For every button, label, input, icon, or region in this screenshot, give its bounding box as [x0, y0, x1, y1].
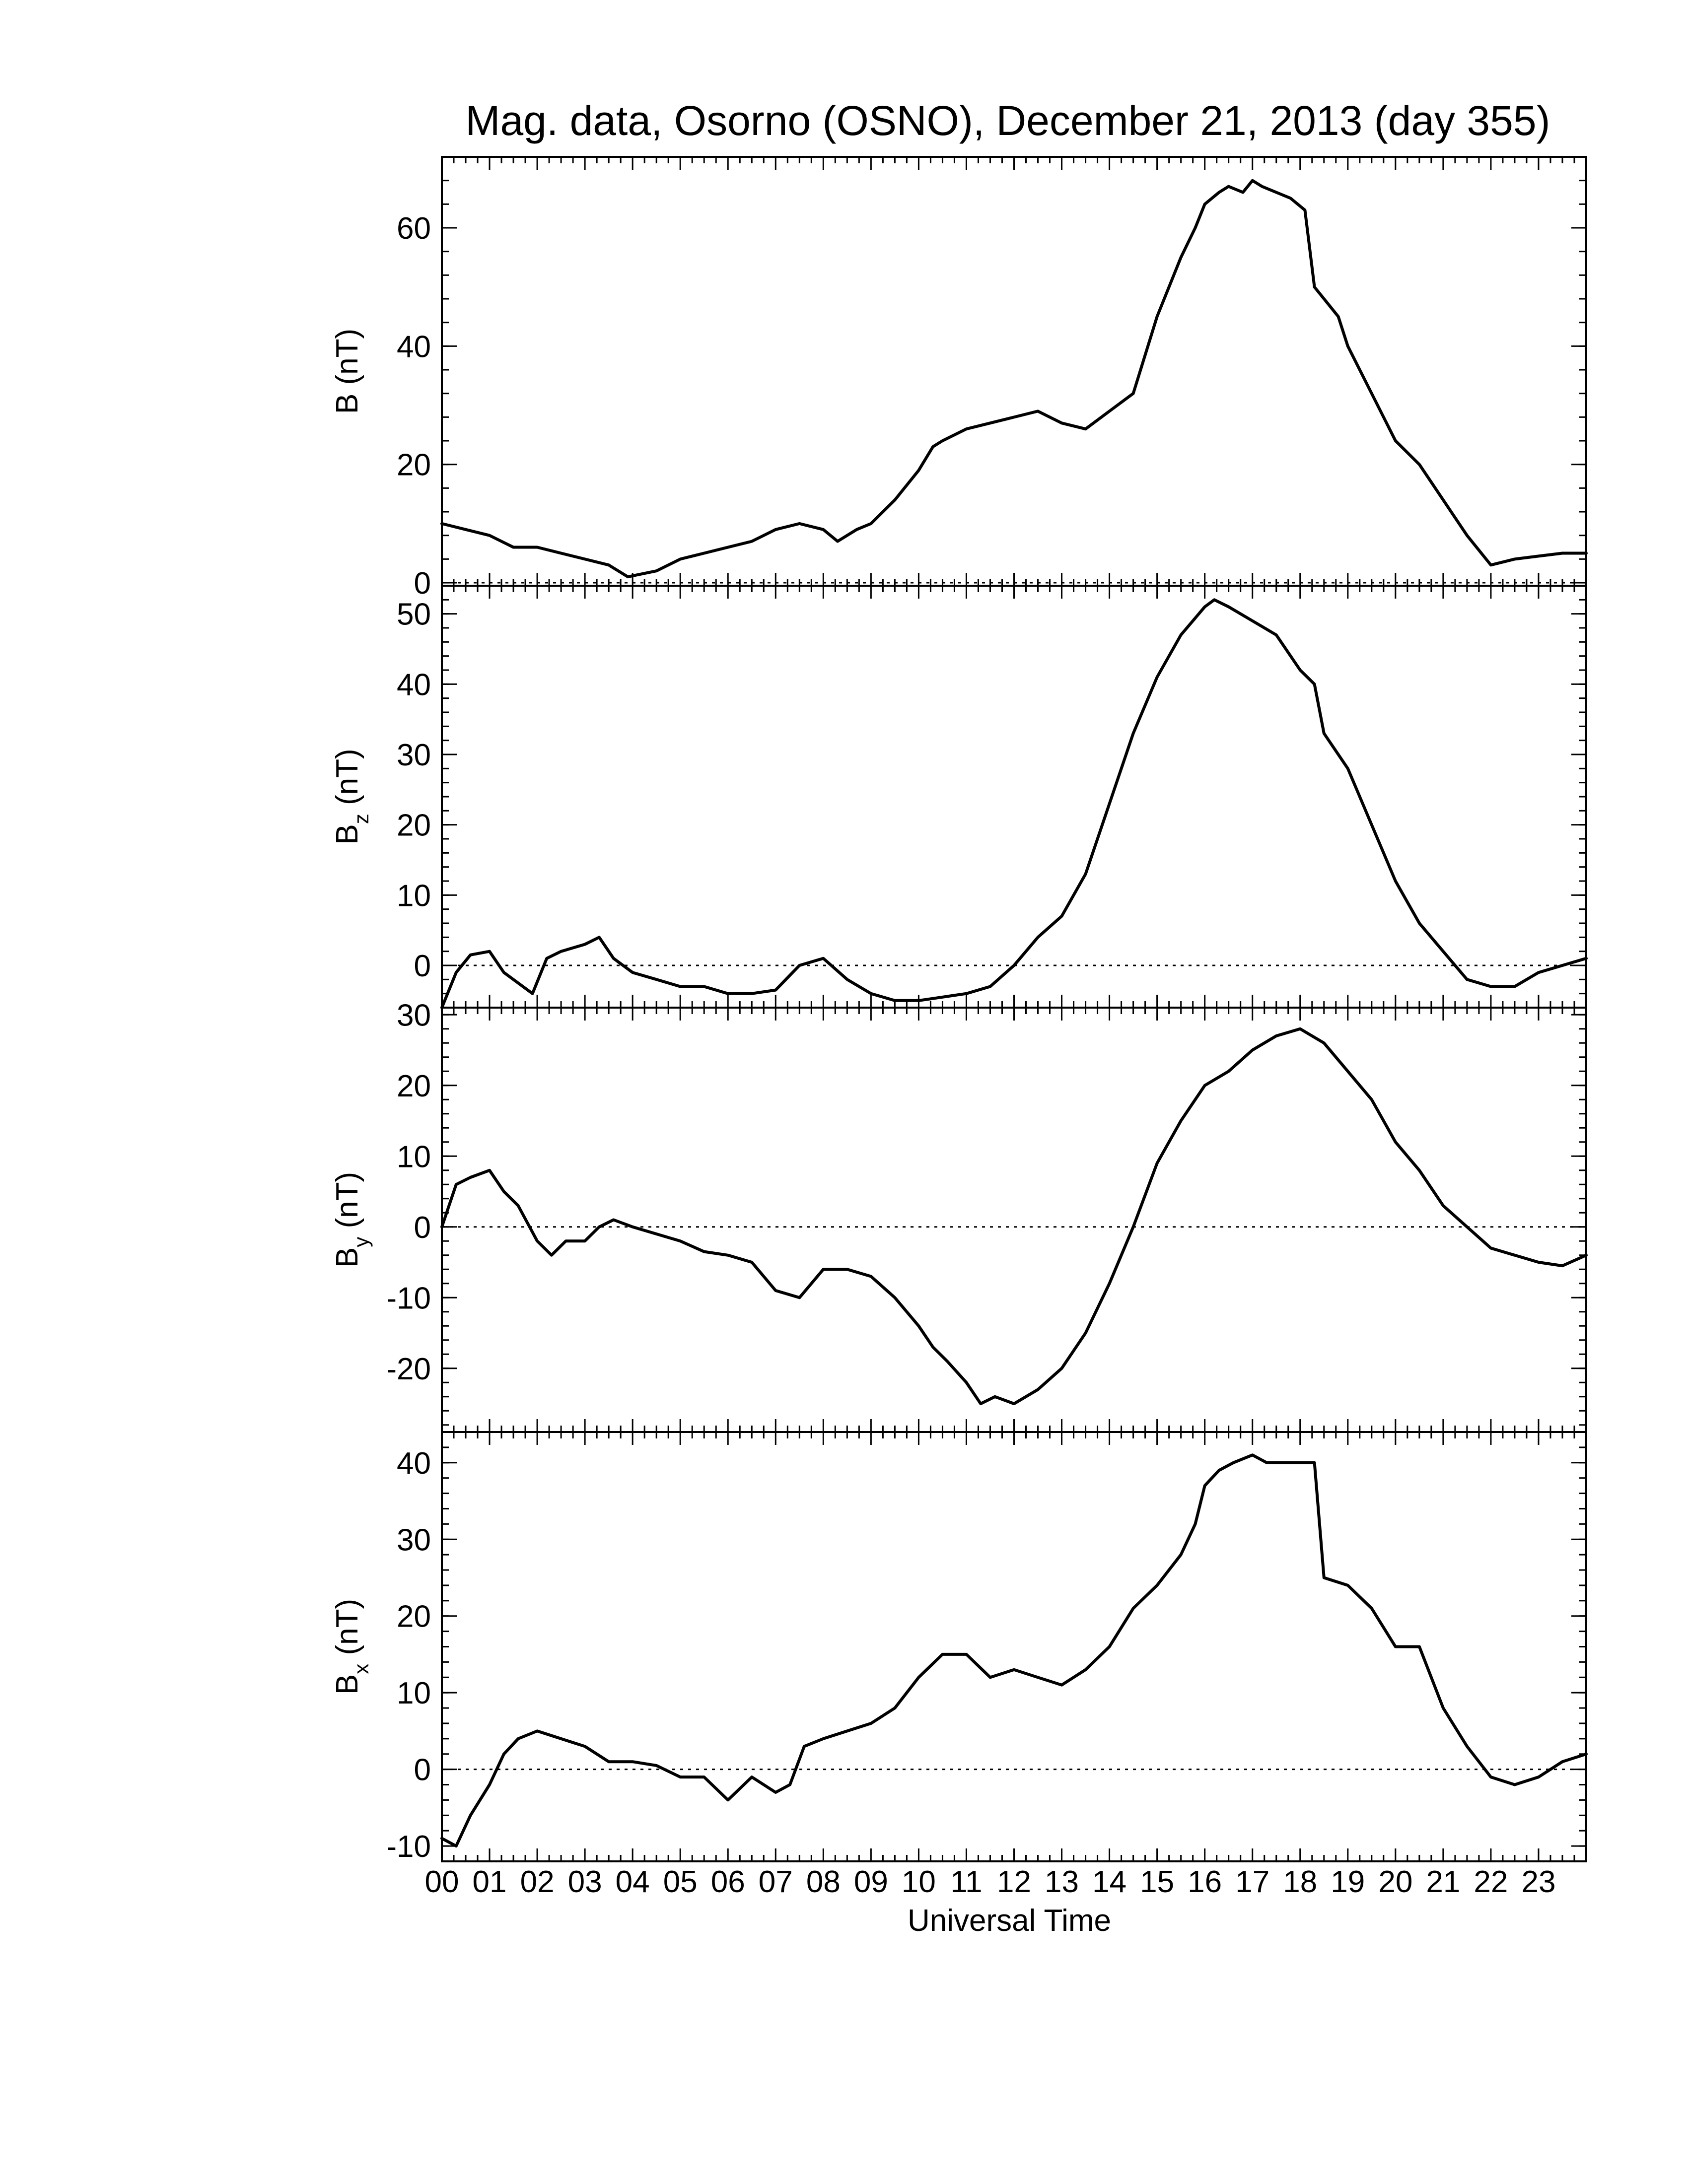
x-tick-label: 07	[759, 1865, 793, 1899]
x-tick-label: 09	[854, 1865, 888, 1899]
x-tick-label: 11	[950, 1865, 982, 1899]
y-tick-label: 10	[397, 1676, 431, 1710]
y-axis-label-main: B	[330, 1674, 364, 1695]
x-tick-label: 23	[1521, 1865, 1555, 1899]
x-tick-label: 13	[1045, 1865, 1079, 1899]
series-line-By	[440, 1027, 1588, 1405]
y-axis-label-B: B (nT)	[330, 329, 364, 414]
series-line-Bx	[440, 1453, 1588, 1848]
x-tick-label: 20	[1378, 1865, 1412, 1899]
panel-Bx: -10 0 10 20 30 40 Bx (nT)	[330, 1431, 1588, 1864]
x-tick-label: 01	[473, 1865, 507, 1899]
x-axis-label: Universal Time	[908, 1904, 1111, 1938]
y-tick-label: -20	[386, 1352, 431, 1386]
x-tick-labels: 00 01 02 03 04 05 06 07 08 09 10 11 12 13 14 15 16 17 18 19…	[425, 1865, 1556, 1899]
x-tick-label: 02	[520, 1865, 555, 1899]
chart-title: Mag. data, Osorno (OSNO), December 21, 2…	[465, 97, 1550, 144]
x-tick-label: 15	[1140, 1865, 1174, 1899]
y-axis-label-unit: (nT)	[330, 1599, 364, 1664]
x-tick-label: 06	[711, 1865, 745, 1899]
y-axis-label-By: By (nT)	[330, 1172, 373, 1268]
panels-group: 0 20 40 60 B (nT) 0 10 20 30 40 50 Bz (nT) -20 -10 0 10…	[330, 156, 1588, 1864]
y-axis-label-main: B	[330, 824, 364, 844]
series-line-Bz	[440, 598, 1588, 1009]
x-tick-label: 12	[997, 1865, 1031, 1899]
y-tick-label: 20	[397, 1069, 431, 1103]
panel-By: -20 -10 0 10 20 30 By (nT)	[330, 998, 1588, 1433]
y-tick-label: 0	[414, 566, 431, 601]
y-tick-label: 30	[397, 1523, 431, 1557]
x-tick-label: 03	[568, 1865, 602, 1899]
y-tick-label: 30	[397, 998, 431, 1032]
y-axis-label-unit: (nT)	[330, 749, 364, 814]
panel-Bz: 0 10 20 30 40 50 Bz (nT)	[330, 585, 1588, 1009]
x-tick-label: 08	[806, 1865, 841, 1899]
y-tick-label: 20	[397, 1600, 431, 1634]
y-tick-label: 60	[397, 211, 431, 246]
y-tick-label: 0	[414, 949, 431, 983]
y-tick-label: -10	[386, 1830, 431, 1864]
series-line-B	[440, 179, 1588, 579]
y-axis-label-subscript: y	[350, 1237, 373, 1247]
x-tick-label: 17	[1235, 1865, 1269, 1899]
x-tick-label: 04	[616, 1865, 650, 1899]
y-tick-label: 10	[397, 879, 431, 913]
y-axis-label-main: B	[330, 1247, 364, 1268]
y-tick-label: -10	[386, 1281, 431, 1315]
x-tick-label: 21	[1426, 1865, 1460, 1899]
y-tick-label: 0	[414, 1211, 431, 1245]
y-axis-label-main: B (nT)	[330, 329, 364, 414]
x-tick-label: 00	[425, 1865, 459, 1899]
x-tick-label: 14	[1092, 1865, 1126, 1899]
y-axis-label-Bx: Bx (nT)	[330, 1599, 373, 1695]
x-tick-label: 18	[1283, 1865, 1317, 1899]
y-tick-label: 40	[397, 1446, 431, 1481]
x-tick-label: 22	[1474, 1865, 1508, 1899]
y-axis-label-unit: (nT)	[330, 1172, 364, 1237]
x-tick-label: 05	[663, 1865, 698, 1899]
y-tick-label: 10	[397, 1140, 431, 1174]
y-tick-label: 40	[397, 668, 431, 702]
panel-B: 0 20 40 60 B (nT)	[330, 156, 1588, 601]
y-tick-label: 0	[414, 1753, 431, 1787]
panel-frame-Bx	[441, 1431, 1587, 1862]
x-tick-label: 16	[1188, 1865, 1222, 1899]
y-tick-label: 50	[397, 598, 431, 632]
y-tick-label: 40	[397, 330, 431, 364]
y-axis-label-subscript: x	[350, 1664, 373, 1674]
y-tick-label: 20	[397, 809, 431, 843]
y-tick-label: 20	[397, 448, 431, 482]
y-tick-label: 30	[397, 738, 431, 772]
y-axis-label-Bz: Bz (nT)	[330, 749, 373, 844]
panel-frame-B	[441, 156, 1587, 587]
panel-frame-Bz	[441, 585, 1587, 1009]
y-axis-label-subscript: z	[350, 814, 373, 824]
x-tick-label: 19	[1331, 1865, 1365, 1899]
x-tick-label: 10	[902, 1865, 936, 1899]
